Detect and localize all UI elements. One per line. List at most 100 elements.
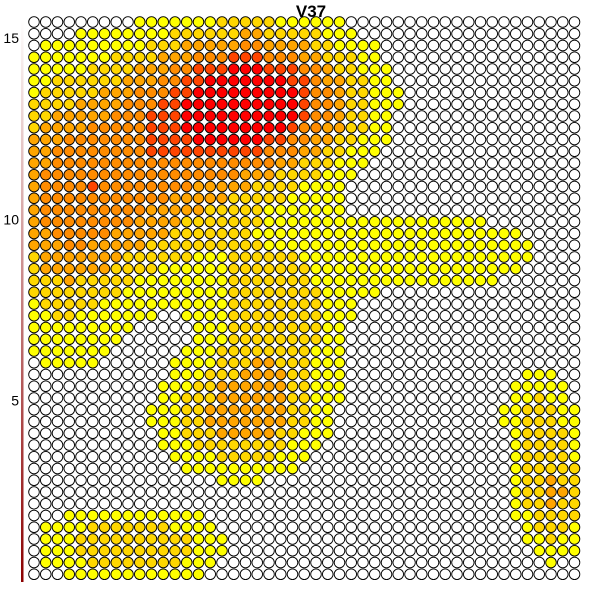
heat-dot <box>263 392 275 404</box>
heat-dot <box>521 63 534 75</box>
heat-dot <box>133 239 146 251</box>
heat-dot <box>239 368 252 381</box>
heat-dot <box>98 345 111 357</box>
heat-dot <box>51 98 64 110</box>
heat-dot <box>451 286 463 299</box>
heat-dot <box>227 357 240 369</box>
heat-dot <box>545 204 557 216</box>
heat-dot <box>286 168 299 181</box>
heat-dot <box>416 74 428 87</box>
heat-dot <box>98 357 111 369</box>
heat-dot <box>192 404 205 416</box>
heat-dot <box>275 380 287 393</box>
heat-dot <box>133 427 146 440</box>
heat-dot <box>98 16 111 28</box>
heat-dot <box>298 180 311 193</box>
heat-dot <box>310 98 322 110</box>
heat-dot <box>133 486 146 498</box>
heat-dot <box>510 474 522 487</box>
y-tick-label: 15 <box>3 30 19 46</box>
heat-dot <box>251 180 263 193</box>
heat-dot <box>239 298 252 310</box>
heat-dot <box>239 404 252 416</box>
heat-dot <box>486 145 499 157</box>
heat-dot <box>275 63 287 75</box>
heat-dot <box>110 86 122 99</box>
heat-dot <box>28 521 40 534</box>
heat-dot <box>98 451 111 463</box>
heat-dot <box>521 498 534 510</box>
heat-dot <box>204 28 216 40</box>
heat-dot <box>380 133 393 146</box>
heat-dot <box>169 227 181 240</box>
heat-dot <box>180 321 193 334</box>
heat-dot <box>392 568 405 581</box>
heat-dot <box>216 98 228 110</box>
heat-dot <box>557 333 569 346</box>
heat-dot <box>533 110 546 122</box>
heat-dot <box>380 239 393 251</box>
heat-dot <box>28 568 40 581</box>
heat-dot <box>263 404 275 416</box>
heat-dot <box>498 239 510 251</box>
heat-dot <box>498 274 510 287</box>
heat-dot <box>451 545 463 557</box>
heat-dot <box>322 274 334 287</box>
heat-dot <box>204 486 216 498</box>
heat-dot <box>439 474 452 487</box>
heat-dot <box>286 263 299 275</box>
heat-dot <box>286 51 299 64</box>
heat-dot <box>369 451 381 463</box>
heat-dot <box>275 451 287 463</box>
heat-dot <box>122 180 134 193</box>
heat-dot <box>133 227 146 240</box>
heat-dot <box>345 357 358 369</box>
heat-dot <box>357 533 369 545</box>
heat-dot <box>568 227 581 240</box>
heat-dot <box>110 357 122 369</box>
heat-dot <box>557 180 569 193</box>
heat-dot <box>545 486 557 498</box>
heat-dot <box>63 545 76 557</box>
heat-dot <box>369 251 381 263</box>
heat-dot <box>145 286 158 299</box>
heat-dot <box>322 263 334 275</box>
heat-dot <box>486 556 499 569</box>
heat-dot <box>110 215 122 228</box>
heat-dot <box>239 227 252 240</box>
heat-dot <box>145 392 158 404</box>
heat-dot <box>310 145 322 157</box>
heat-dot <box>251 251 263 263</box>
heat-dot <box>404 345 416 357</box>
heat-dot <box>510 509 522 522</box>
heat-dot <box>216 556 228 569</box>
heat-dot <box>545 133 557 146</box>
heat-dot <box>322 121 334 134</box>
heat-dot <box>251 51 263 64</box>
heat-dot <box>533 204 546 216</box>
heat-dot <box>122 74 134 87</box>
heat-dot <box>133 39 146 52</box>
heat-dot <box>310 357 322 369</box>
heat-dot <box>263 286 275 299</box>
heat-dot <box>521 286 534 299</box>
heat-dot <box>392 486 405 498</box>
heat-dot <box>86 380 99 393</box>
heat-dot <box>169 16 181 28</box>
heat-dot <box>40 227 52 240</box>
heat-dot <box>63 215 76 228</box>
heat-dot <box>169 121 181 134</box>
heat-dot <box>545 415 557 428</box>
heat-dot <box>98 498 111 510</box>
heat-dot <box>216 168 228 181</box>
heat-dot <box>157 215 169 228</box>
heat-dot <box>498 74 510 87</box>
heat-dot <box>474 368 487 381</box>
heat-dot <box>310 498 322 510</box>
heat-dot <box>369 110 381 122</box>
heat-dot <box>380 263 393 275</box>
chart-title: V37 <box>296 2 326 21</box>
heat-dot <box>451 251 463 263</box>
heat-dot <box>122 451 134 463</box>
heat-dot <box>63 133 76 146</box>
